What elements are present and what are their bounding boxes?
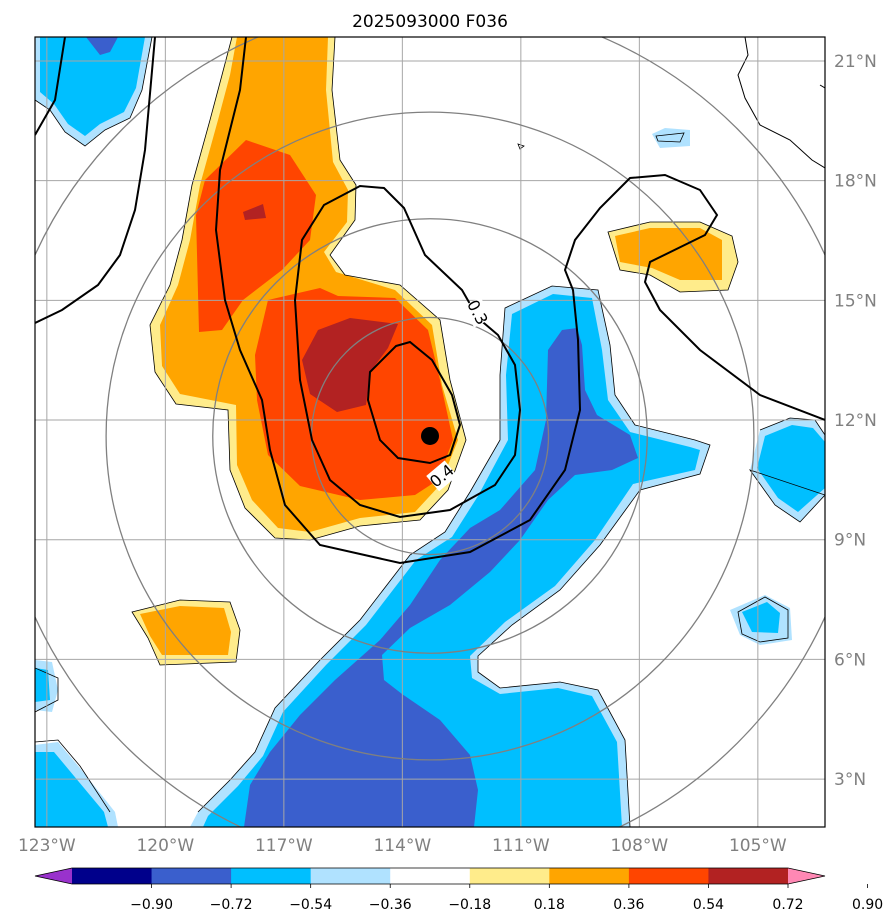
colorbar-tick-label: −0.72 (210, 897, 253, 913)
thick-contours (35, 37, 825, 565)
latitude-tick-label: 18°N (834, 172, 877, 192)
latitude-tick-label: 15°N (834, 291, 877, 311)
longitude-tick-label: 108°W (610, 836, 668, 856)
latitude-tick-label: 6°N (834, 650, 866, 670)
colorbar-extend-high (788, 868, 825, 884)
positive-anomaly-band (150, 37, 466, 540)
colorbar-segment (628, 868, 709, 884)
colorbar-segment (151, 868, 232, 884)
range-ring (212, 218, 648, 654)
colorbar-segment (72, 868, 153, 884)
positive-patch-southwest (132, 600, 240, 665)
negative-patch-northwest (35, 37, 152, 146)
longitude-tick-label: 123°W (18, 836, 76, 856)
colorbar: −0.90 −0.72 −0.54 −0.36 −0.18 0.18 0.36 0.54 0.7… (34, 867, 883, 913)
longitude-tick-label: 105°W (729, 836, 787, 856)
colorbar-tick-label: 0.72 (772, 897, 803, 913)
colorbar-extend-low (35, 868, 72, 884)
colorbar-tick-label: 0.54 (693, 897, 724, 913)
longitude-tick-label: 114°W (373, 836, 431, 856)
longitude-tick-label: 117°W (255, 836, 313, 856)
lat-lon-grid (35, 37, 825, 827)
colorbar-segment (390, 868, 471, 884)
range-rings (35, 37, 825, 827)
latitude-tick-label: 12°N (834, 411, 877, 431)
colorbar-tick-label: −0.18 (448, 897, 491, 913)
map-frame (34, 36, 826, 828)
colorbar-segment (310, 868, 391, 884)
map-area: 0.3 0.4 (35, 37, 825, 827)
longitude-tick-label: 120°W (136, 836, 194, 856)
colorbar-tick-label: −0.54 (289, 897, 332, 913)
coastline (737, 37, 825, 169)
colorbar-tick-label: −0.90 (130, 897, 173, 913)
colorbar-outline (34, 867, 826, 885)
range-ring (105, 111, 755, 761)
colorbar-segment (549, 868, 630, 884)
longitude-tick-labels: 123°W 120°W 117°W 114°W 111°W 108°W 105°W (18, 836, 787, 856)
latitude-tick-label: 9°N (834, 531, 866, 551)
colorbar-tick-label: 0.18 (534, 897, 565, 913)
latitude-tick-label: 3°N (834, 770, 866, 790)
latitude-tick-label: 21°N (834, 52, 877, 72)
colorbar-segment (469, 868, 550, 884)
colorbar-segment (231, 868, 312, 884)
storm-center-marker (421, 426, 439, 445)
latitude-tick-labels: 3°N 6°N 9°N 12°N 15°N 18°N 21°N (834, 52, 877, 790)
colorbar-tick-label: −0.36 (369, 897, 412, 913)
longitude-tick-label: 111°W (492, 836, 550, 856)
colorbar-segment (708, 868, 789, 884)
colorbar-tick-label: 0.90 (852, 897, 883, 913)
map-title: 2025093000 F036 (352, 12, 508, 32)
colorbar-tick-label: 0.36 (613, 897, 644, 913)
